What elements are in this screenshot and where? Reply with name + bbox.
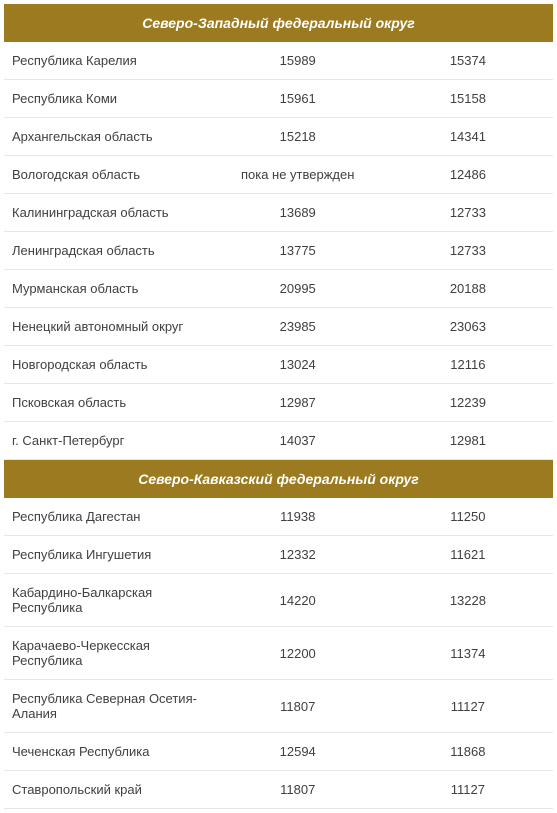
section-title: Северо-Западный федеральный округ: [4, 4, 553, 42]
value-col-2: 15374: [383, 42, 553, 80]
table-row: Новгородская область1302412116: [4, 346, 553, 384]
table-row: г. Санкт-Петербург1403712981: [4, 422, 553, 460]
value-col-1: 13689: [213, 194, 383, 232]
value-col-2: 14341: [383, 118, 553, 156]
value-col-1: 15989: [213, 42, 383, 80]
value-col-1: 12594: [213, 733, 383, 771]
value-col-2: 23063: [383, 308, 553, 346]
value-col-2: 12239: [383, 384, 553, 422]
value-col-2: 12733: [383, 194, 553, 232]
value-col-2: 11250: [383, 498, 553, 536]
region-name: Республика Северная Осетия-Алания: [4, 680, 213, 733]
value-col-2: 20188: [383, 270, 553, 308]
value-col-2: 12981: [383, 422, 553, 460]
value-col-1: 14220: [213, 574, 383, 627]
section-title: Северо-Кавказский федеральный округ: [4, 460, 553, 499]
value-col-1: 11938: [213, 498, 383, 536]
table-row: Карачаево-Черкесская Республика122001137…: [4, 627, 553, 680]
value-col-2: 13228: [383, 574, 553, 627]
region-name: г. Санкт-Петербург: [4, 422, 213, 460]
value-col-2: 11127: [383, 771, 553, 809]
value-col-1: 12200: [213, 627, 383, 680]
table-row: Кабардино-Балкарская Республика142201322…: [4, 574, 553, 627]
table-row: Вологодская областьпока не утвержден1248…: [4, 156, 553, 194]
value-col-2: 11621: [383, 536, 553, 574]
table-row: Республика Коми1596115158: [4, 80, 553, 118]
table-row: Республика Карелия1598915374: [4, 42, 553, 80]
value-col-2: 11127: [383, 680, 553, 733]
region-name: Кабардино-Балкарская Республика: [4, 574, 213, 627]
value-col-2: 12733: [383, 232, 553, 270]
region-name: Мурманская область: [4, 270, 213, 308]
value-col-1: 15961: [213, 80, 383, 118]
value-col-1: 12987: [213, 384, 383, 422]
region-name: Карачаево-Черкесская Республика: [4, 627, 213, 680]
region-name: Республика Дагестан: [4, 498, 213, 536]
table-row: Республика Дагестан1193811250: [4, 498, 553, 536]
table-row: Мурманская область2099520188: [4, 270, 553, 308]
table-row: Псковская область1298712239: [4, 384, 553, 422]
region-name: Ненецкий автономный округ: [4, 308, 213, 346]
table-row: Республика Ингушетия1233211621: [4, 536, 553, 574]
value-col-2: 11374: [383, 627, 553, 680]
table-row: Чеченская Республика1259411868: [4, 733, 553, 771]
region-name: Псковская область: [4, 384, 213, 422]
section-header: Северо-Западный федеральный округ: [4, 4, 553, 42]
region-name: Ленинградская область: [4, 232, 213, 270]
region-name: Чеченская Республика: [4, 733, 213, 771]
region-name: Республика Коми: [4, 80, 213, 118]
table-row: Архангельская область1521814341: [4, 118, 553, 156]
value-col-2: 11868: [383, 733, 553, 771]
table-row: Ненецкий автономный округ2398523063: [4, 308, 553, 346]
value-col-1: 23985: [213, 308, 383, 346]
value-col-2: 12116: [383, 346, 553, 384]
region-name: Архангельская область: [4, 118, 213, 156]
value-col-1: 12332: [213, 536, 383, 574]
region-name: Республика Карелия: [4, 42, 213, 80]
value-col-1: 15218: [213, 118, 383, 156]
value-col-2: 15158: [383, 80, 553, 118]
value-col-1: 20995: [213, 270, 383, 308]
section-header: Северо-Кавказский федеральный округ: [4, 460, 553, 499]
value-col-1: 11807: [213, 680, 383, 733]
table-row: Республика Северная Осетия-Алания1180711…: [4, 680, 553, 733]
region-name: Ставропольский край: [4, 771, 213, 809]
table-row: Ставропольский край1180711127: [4, 771, 553, 809]
region-name: Республика Ингушетия: [4, 536, 213, 574]
value-col-1: 13775: [213, 232, 383, 270]
value-col-1: 13024: [213, 346, 383, 384]
value-col-1: пока не утвержден: [213, 156, 383, 194]
value-col-1: 11807: [213, 771, 383, 809]
region-name: Калининградская область: [4, 194, 213, 232]
value-col-2: 12486: [383, 156, 553, 194]
data-table: Северо-Западный федеральный округРеспубл…: [4, 4, 553, 809]
region-name: Вологодская область: [4, 156, 213, 194]
value-col-1: 14037: [213, 422, 383, 460]
table-row: Ленинградская область1377512733: [4, 232, 553, 270]
table-row: Калининградская область1368912733: [4, 194, 553, 232]
region-name: Новгородская область: [4, 346, 213, 384]
